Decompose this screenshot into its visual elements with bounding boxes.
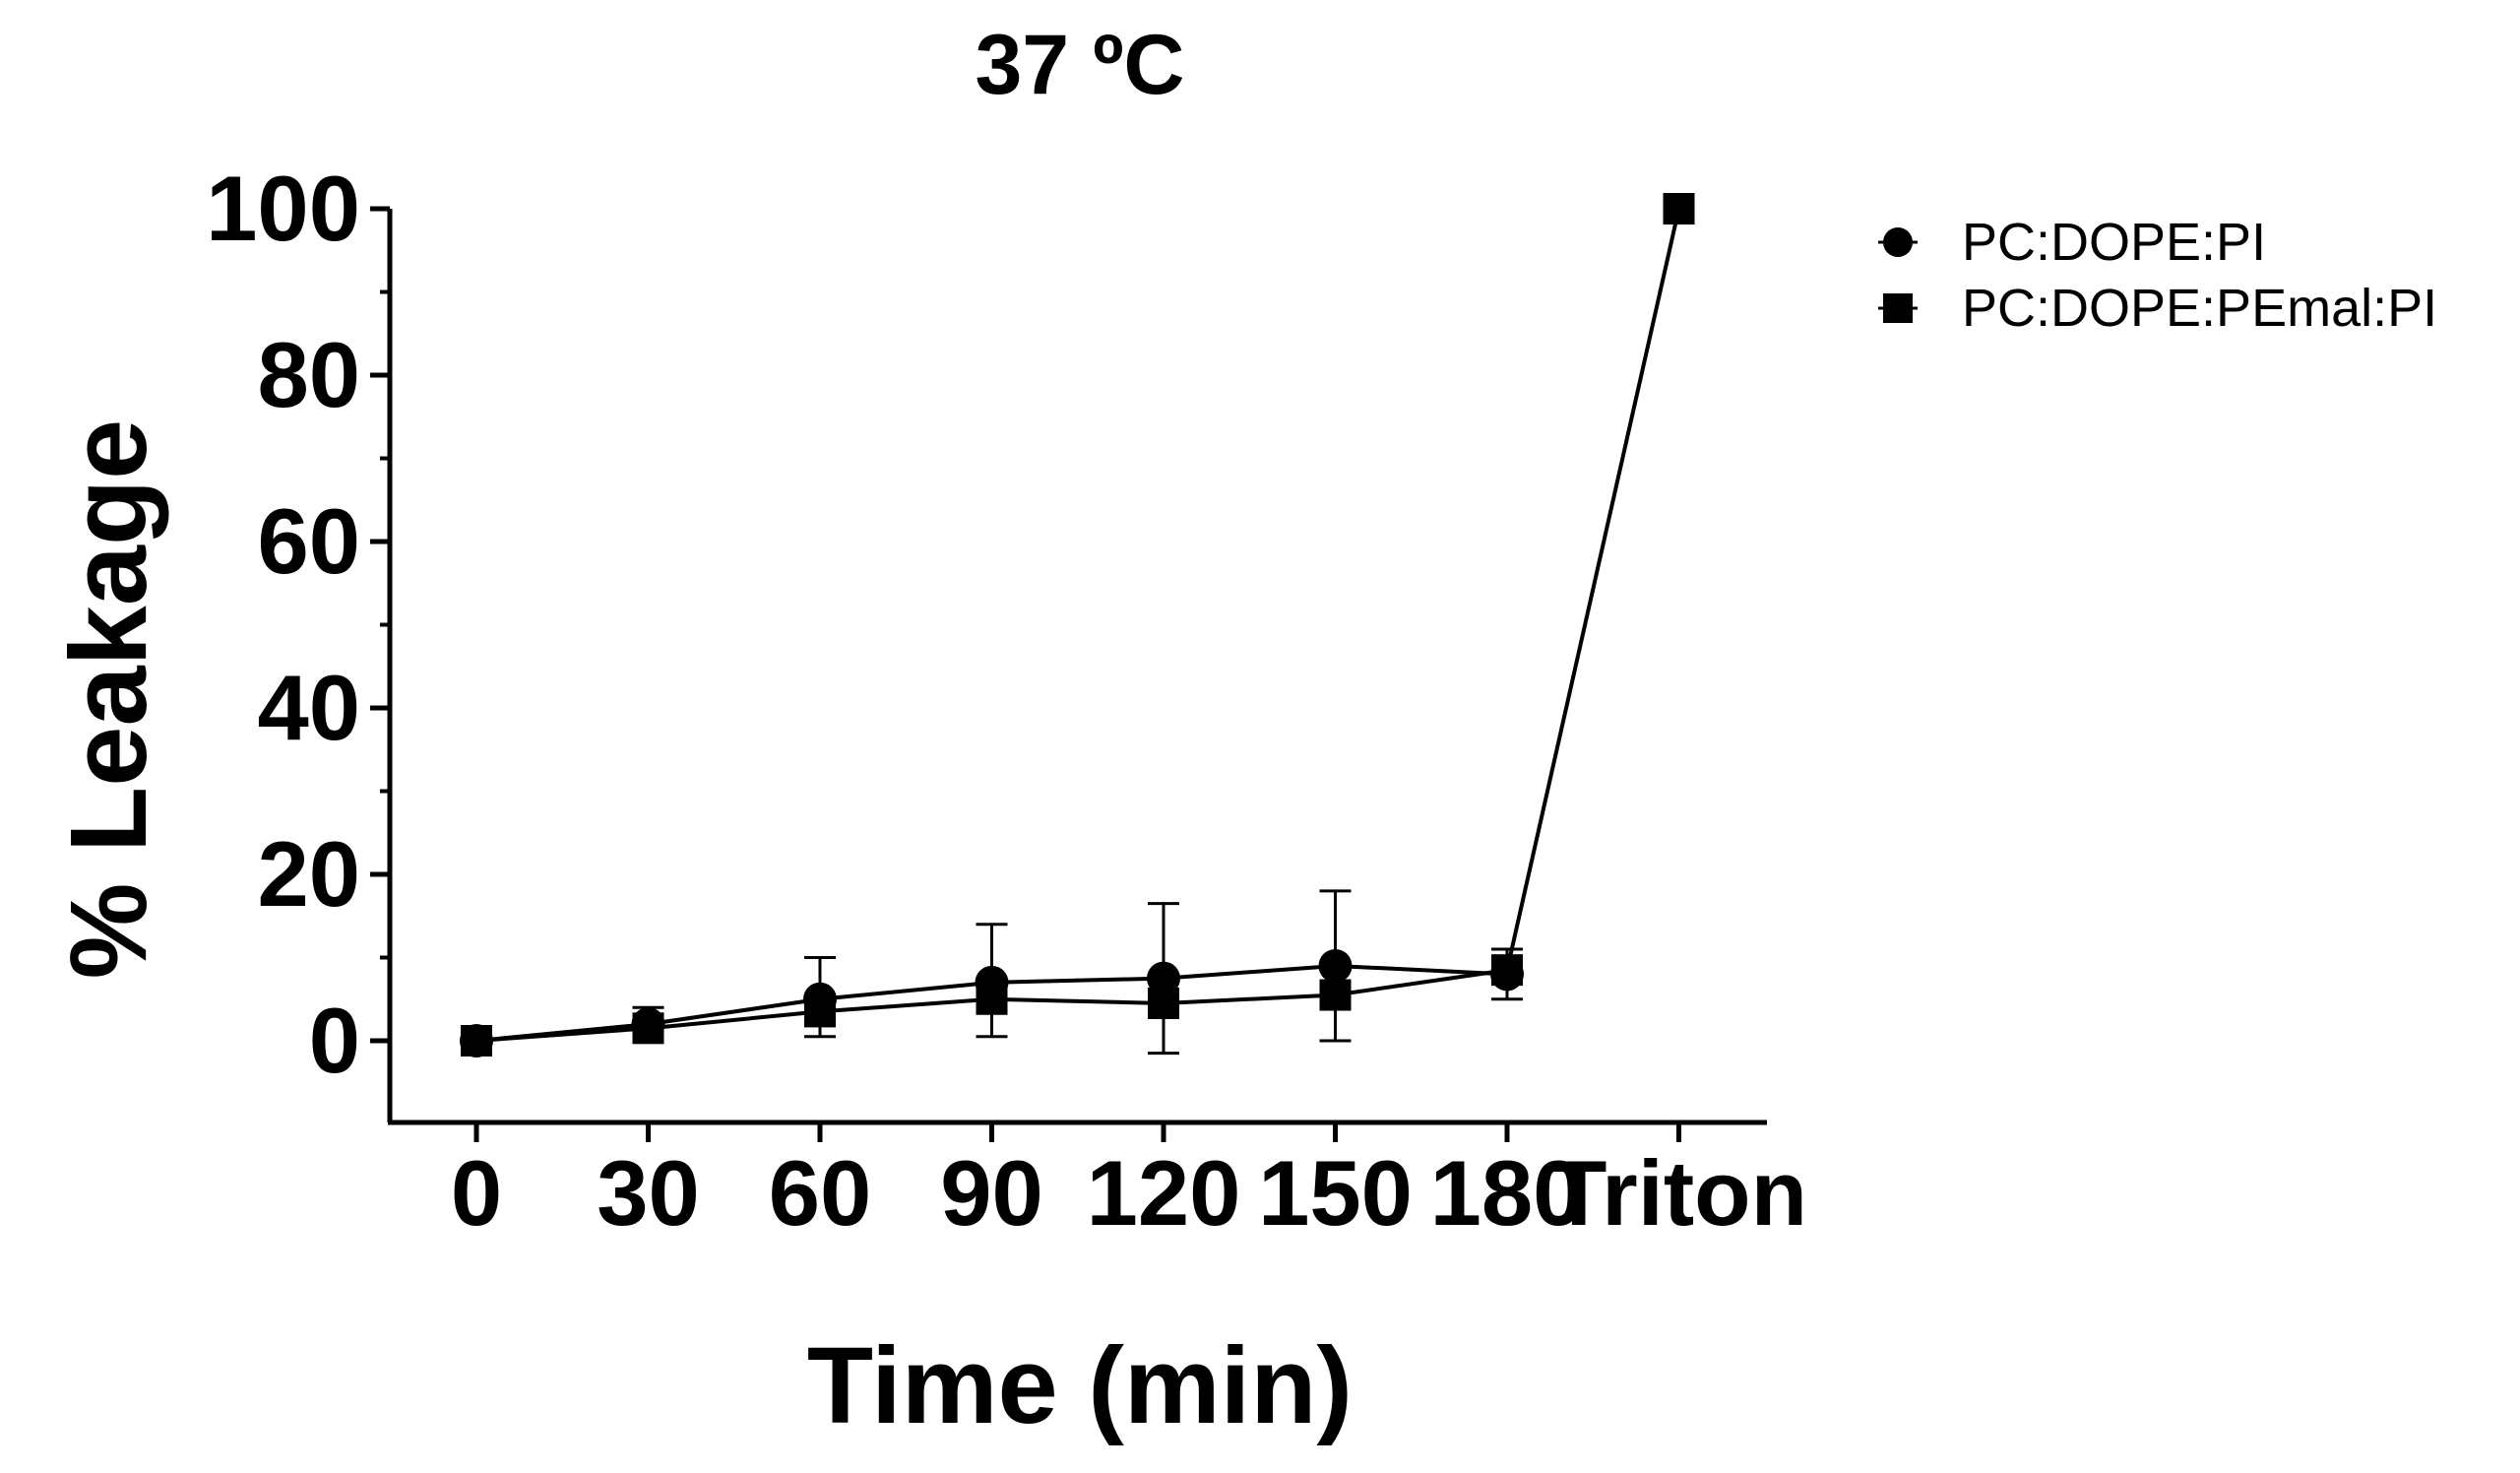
- data-point-square: [461, 1025, 492, 1057]
- x-tick-label: Triton: [1550, 1141, 1807, 1245]
- data-point-square: [976, 983, 1008, 1015]
- y-tick-label: 60: [257, 489, 360, 593]
- y-axis-label: % Leakage: [48, 419, 169, 980]
- data-point-square: [1491, 954, 1523, 987]
- data-point-square: [1148, 987, 1179, 1019]
- y-tick-label: 100: [206, 157, 360, 260]
- data-point-circle: [1318, 948, 1353, 983]
- x-tick-label: 30: [597, 1141, 700, 1245]
- chart-title: 37 ºC: [975, 18, 1184, 112]
- data-point-square: [804, 995, 836, 1028]
- x-axis-label: Time (min): [807, 1325, 1353, 1446]
- y-tick-label: 40: [257, 656, 360, 759]
- y-tick-label: 20: [257, 822, 360, 926]
- y-tick-label: 80: [257, 323, 360, 426]
- data-point-square: [1663, 193, 1695, 224]
- x-tick-label: 90: [940, 1141, 1043, 1245]
- legend-label: PC:DOPE:PEmal:PI: [1962, 279, 2437, 338]
- x-tick-label: 120: [1087, 1141, 1241, 1245]
- y-tick-label: 0: [309, 989, 360, 1092]
- x-tick-label: 180: [1430, 1141, 1585, 1245]
- series-line-square: [475, 208, 1681, 1043]
- x-tick-label: 60: [769, 1141, 872, 1245]
- x-tick-label: 0: [451, 1141, 502, 1245]
- legend-marker-square: [1883, 293, 1913, 323]
- data-point-circle: [1147, 961, 1180, 995]
- data-point-square: [632, 1012, 664, 1045]
- data-point-square: [1319, 979, 1352, 1011]
- legend-label: PC:DOPE:PI: [1962, 213, 2266, 272]
- legend-marker-circle: [1883, 227, 1913, 257]
- legend: PC:DOPE:PI PC:DOPE:PEmal:PI: [1878, 213, 2437, 338]
- x-tick-label: 150: [1258, 1141, 1413, 1245]
